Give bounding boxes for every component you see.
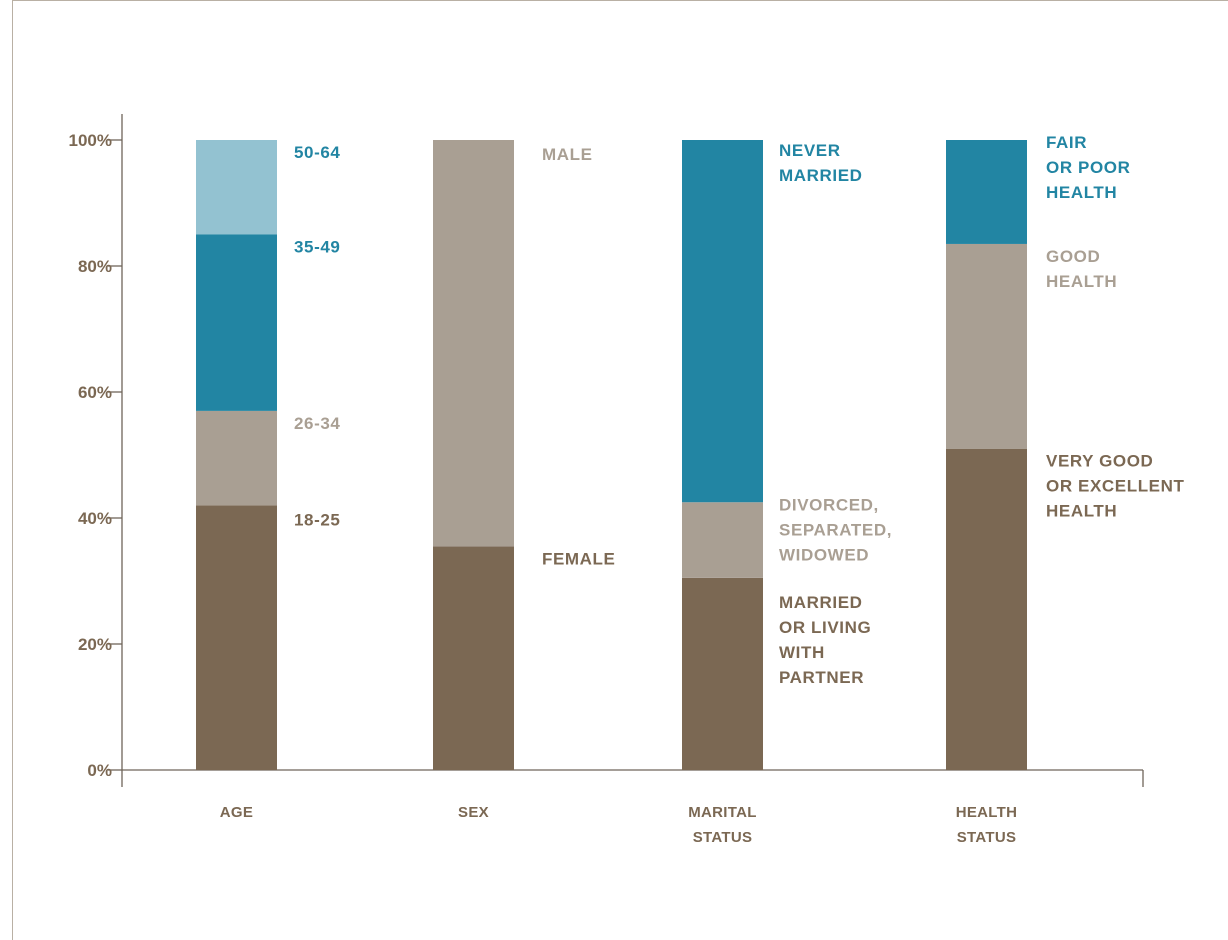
- segment-label: 18-25: [294, 510, 340, 529]
- segment-label: MARRIED: [779, 166, 863, 185]
- y-tick-label: 0%: [87, 761, 112, 780]
- segment-label: HEALTH: [1046, 502, 1117, 521]
- bars: [196, 140, 1027, 770]
- y-tick-label: 40%: [78, 509, 112, 528]
- segment-label: OR POOR: [1046, 158, 1131, 177]
- bar-segment: [682, 140, 763, 503]
- segment-label: 50-64: [294, 143, 340, 162]
- segment-label: DIVORCED,: [779, 495, 879, 514]
- bar-segment: [682, 502, 763, 578]
- segment-label: HEALTH: [1046, 272, 1117, 291]
- bar-segment: [196, 505, 277, 770]
- segment-label: VERY GOOD: [1046, 452, 1153, 471]
- segment-label: WIDOWED: [779, 545, 869, 564]
- x-axis: [122, 769, 1144, 787]
- category-labels: AGE SEX MARITAL STATUS HEALTH STATUS: [220, 804, 1017, 846]
- segment-label: WITH: [779, 643, 825, 662]
- segment-label: FEMALE: [542, 549, 615, 568]
- segment-label: OR EXCELLENT: [1046, 477, 1185, 496]
- category-label: AGE: [220, 804, 253, 821]
- bar-segment: [433, 140, 514, 547]
- segment-label: 26-34: [294, 414, 340, 433]
- category-label: HEALTH: [956, 804, 1018, 821]
- y-tick-label: 80%: [78, 257, 112, 276]
- category-label: STATUS: [957, 829, 1017, 846]
- y-tick-label: 20%: [78, 635, 112, 654]
- segment-label: MARRIED: [779, 593, 863, 612]
- bar-segment: [433, 546, 514, 770]
- segment-label: 35-49: [294, 238, 340, 257]
- segment-label: SEPARATED,: [779, 520, 892, 539]
- y-tick-label: 60%: [78, 383, 112, 402]
- category-label: STATUS: [693, 829, 753, 846]
- bar-segment: [946, 243, 1027, 449]
- segment-label: FAIR: [1046, 133, 1087, 152]
- bar-segment: [946, 448, 1027, 770]
- segment-label: NEVER: [779, 141, 841, 160]
- bar-segment: [196, 410, 277, 506]
- bar-segment: [196, 140, 277, 235]
- segment-label: MALE: [542, 145, 593, 164]
- category-label: MARITAL: [688, 804, 756, 821]
- segment-label: GOOD: [1046, 247, 1100, 266]
- y-tick-label: 100%: [69, 131, 112, 150]
- bar-segment: [946, 140, 1027, 244]
- segment-label: PARTNER: [779, 668, 864, 687]
- bar-segment: [196, 234, 277, 411]
- segment-label: OR LIVING: [779, 618, 871, 637]
- category-label: SEX: [458, 804, 489, 821]
- segment-labels: 18-25 26-34 35-49 50-64 FEMALE MALE MARRIED OR …: [294, 133, 1185, 687]
- segment-label: HEALTH: [1046, 183, 1117, 202]
- y-axis: 0% 20% 40% 60% 80% 100%: [69, 114, 123, 787]
- bar-segment: [682, 577, 763, 770]
